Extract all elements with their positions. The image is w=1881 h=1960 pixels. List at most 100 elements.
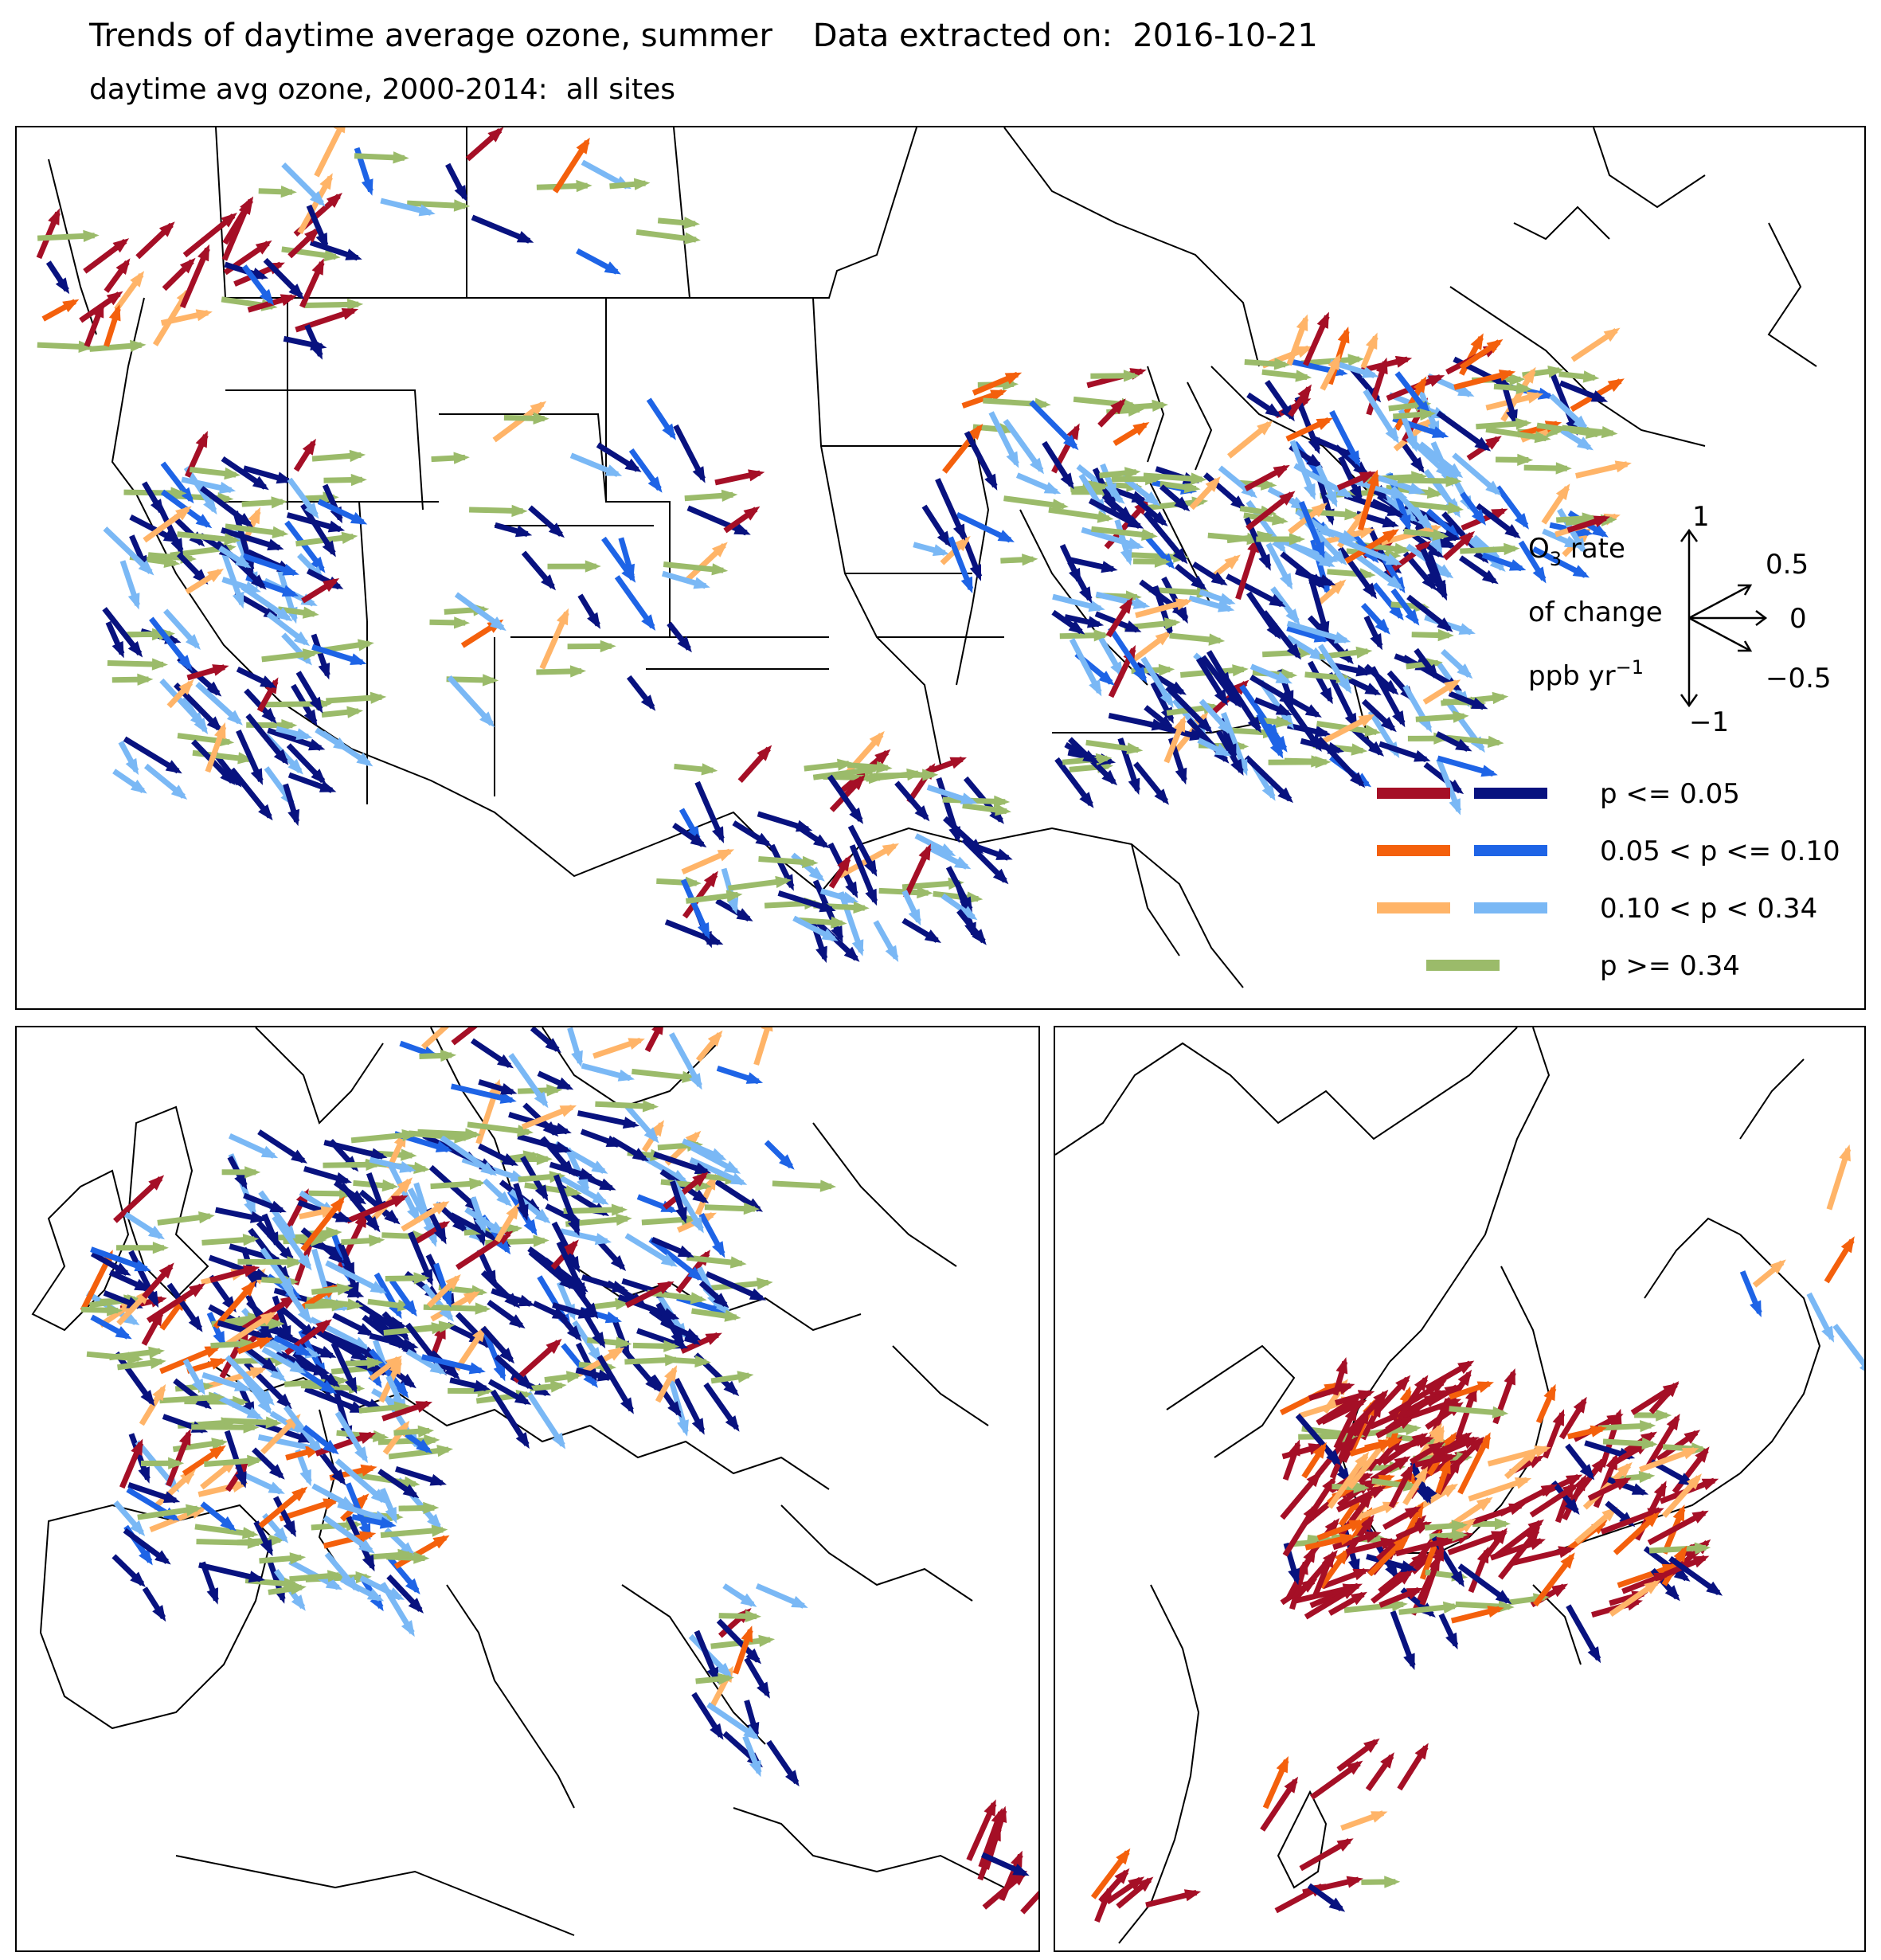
trend-arrow-head (224, 533, 241, 546)
trend-arrow-head (1355, 1451, 1369, 1469)
trend-arrow-head (1522, 366, 1536, 384)
trend-arrow-head (821, 928, 839, 941)
trend-arrow-head (692, 466, 706, 483)
trend-arrow-head (399, 1160, 416, 1173)
trend-arrow-head (1127, 537, 1144, 550)
trend-arrow-head (1296, 346, 1313, 358)
trend-arrow-head (745, 1610, 761, 1622)
trend-arrow-head (1573, 415, 1589, 431)
trend-arrow-head (83, 229, 100, 242)
trend-arrow-head (1093, 481, 1110, 494)
trend-arrow-head (949, 757, 967, 769)
trend-arrow-head (1551, 1583, 1569, 1598)
trend-arrow-head (1386, 504, 1404, 516)
trend-arrow-head (1417, 418, 1433, 433)
trend-arrow-head (248, 1571, 265, 1583)
trend-arrow-head (1358, 714, 1375, 727)
trend-arrow-head (533, 1234, 549, 1247)
trend-arrow-head (1504, 524, 1521, 539)
trend-arrow-head (698, 922, 710, 940)
trend-arrow-head (1030, 457, 1044, 475)
trend-arrow-head (749, 1759, 761, 1778)
trend-arrow-head (569, 665, 587, 678)
trend-arrow-head (1414, 749, 1431, 762)
trend-arrow-head (1224, 554, 1241, 569)
trend-arrow-head (311, 769, 327, 784)
trend-arrow-head (379, 1516, 397, 1529)
trend-arrow-head (865, 888, 878, 906)
trend-arrow-head (473, 1379, 491, 1392)
trend-arrow-head (1159, 690, 1174, 708)
trend-arrow-head (463, 1291, 480, 1305)
trend-arrow-head (483, 1270, 497, 1287)
trend-arrow-head (1063, 434, 1079, 451)
trend-arrow-head (192, 1378, 205, 1395)
trend-arrow-head (271, 496, 287, 509)
trend-arrow-head (1405, 609, 1420, 626)
trend-arrow-head (984, 1799, 996, 1817)
trend-arrow-head (1225, 743, 1237, 761)
trend-arrow-head (237, 752, 254, 765)
trend-arrow-head (393, 151, 409, 164)
trend-arrow-head (997, 530, 1015, 542)
trend-arrow-head (499, 1348, 515, 1364)
trend-arrow-head (1413, 376, 1427, 393)
trend-arrow-head (523, 1219, 538, 1236)
trend-arrow-head (319, 780, 337, 792)
trend-arrow-head (1174, 496, 1191, 512)
trend-arrow-head (707, 1030, 723, 1047)
trend-arrow-head (864, 859, 878, 877)
trend-arrow-head (1132, 666, 1148, 683)
trend-arrow-head (1324, 490, 1338, 508)
trend-arrow-head (413, 1272, 430, 1285)
trend-arrow-head (131, 1438, 143, 1456)
trend-arrow-head (148, 1226, 165, 1240)
east-asia-map (1055, 1027, 1864, 1944)
trend-arrow-head (837, 758, 854, 771)
trend-arrow-head (334, 127, 346, 134)
trend-arrow-head (360, 1464, 377, 1477)
trend-arrow-head (291, 1594, 306, 1611)
trend-arrow-head (737, 1371, 754, 1383)
trend-arrow-head (417, 1425, 435, 1438)
trend-arrow-head (1101, 561, 1118, 573)
trend-arrow-head (711, 542, 728, 557)
trend-arrow-head (1444, 530, 1461, 542)
trend-arrow-head (705, 1332, 722, 1345)
trend-arrow-head (366, 1216, 381, 1233)
trend-arrow-head (431, 1322, 448, 1335)
trend-arrow-head (204, 1346, 221, 1358)
trend-arrow-head (195, 514, 213, 529)
trend-arrow-head (1444, 679, 1461, 694)
trend-arrow-head (1399, 1386, 1412, 1403)
trend-arrow-head (1417, 514, 1433, 530)
trend-arrow-head (1573, 1396, 1587, 1414)
trend-arrow-head (408, 1598, 424, 1614)
trend-arrow-head (370, 1148, 388, 1160)
trend-arrow-head (1391, 1599, 1408, 1612)
trend-arrow-head (849, 807, 864, 824)
trend-arrow-head (604, 261, 621, 275)
trend-arrow-head (815, 945, 827, 964)
map-subtitle: daytime avg ozone, 2000-2014: all sites (89, 73, 675, 106)
trend-arrow-head (480, 1161, 498, 1176)
trend-arrow-head (323, 1439, 339, 1455)
trend-arrow-head (1555, 462, 1572, 475)
trend-arrow-head (1351, 743, 1368, 756)
trend-arrow-head (1400, 1464, 1414, 1481)
trend-arrow-head (1474, 436, 1492, 452)
trend-arrow-head (1380, 1752, 1394, 1769)
trend-arrow-head (326, 193, 342, 208)
trend-arrow-head (373, 1430, 389, 1442)
trend-arrow-head (1273, 464, 1290, 479)
trend-arrow-head (235, 1471, 247, 1489)
trend-arrow-head (1495, 1590, 1512, 1605)
trend-arrow-head (499, 1092, 517, 1104)
trend-arrow-head (1427, 375, 1445, 387)
trend-arrow-head (1457, 1369, 1472, 1387)
trend-arrow-head (657, 1281, 675, 1294)
trend-arrow-head (677, 636, 692, 653)
trend-arrow-head (330, 1196, 346, 1213)
trend-arrow-head (533, 412, 549, 424)
trend-arrow-head (1498, 1600, 1515, 1613)
